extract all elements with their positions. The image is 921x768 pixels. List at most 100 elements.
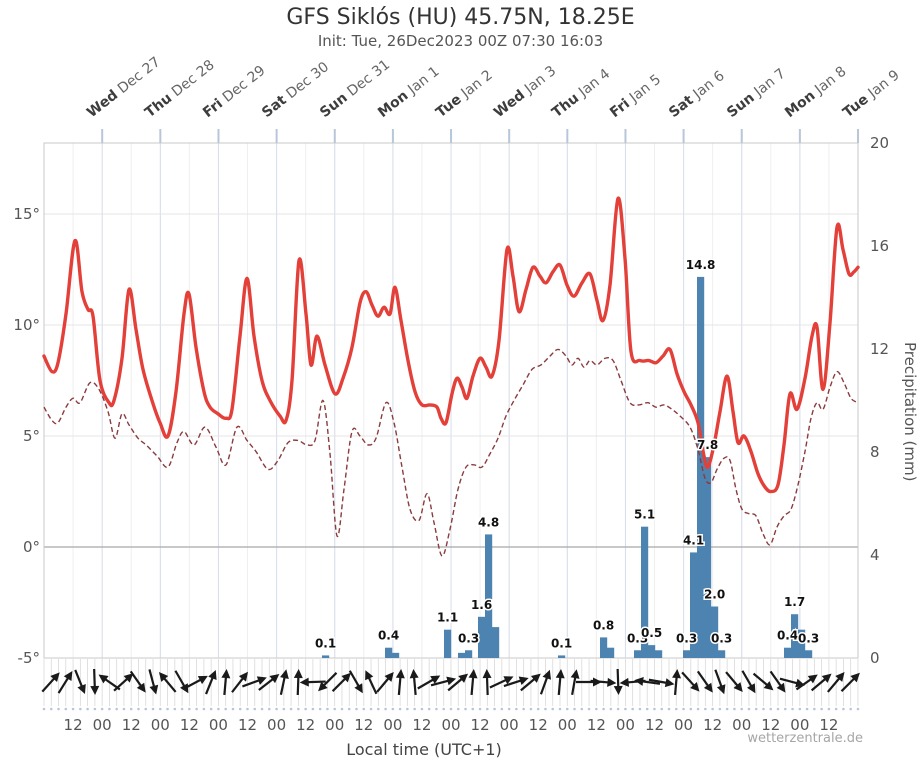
wind-arrow-head: [555, 669, 565, 679]
wind-arrow: [221, 669, 231, 696]
wind-arrow-head: [50, 672, 60, 683]
wind-arrow-head: [503, 676, 514, 685]
dot-row-dot: [842, 707, 845, 711]
wind-arrow-head: [149, 684, 159, 695]
precip-bar: [655, 650, 663, 658]
precip-tick-20: 20: [870, 134, 890, 152]
dot-row-dot: [769, 707, 773, 711]
dot-row-dot: [565, 707, 569, 711]
time-tick-7: 00: [267, 716, 287, 734]
precip-value-label: 4.1: [683, 533, 704, 547]
precip-value-label: 0.1: [315, 636, 336, 650]
dot-row-dot: [406, 707, 409, 711]
dot-row-dot: [602, 707, 605, 711]
precip-value-label: 0.3: [458, 631, 479, 645]
precip-value-label: 4.8: [478, 515, 499, 529]
dot-row-dot: [304, 707, 307, 711]
precip-value-label: 0.3: [711, 631, 732, 645]
dot-row-dot: [384, 707, 387, 711]
precip-value-label: 7.8: [697, 438, 718, 452]
wind-arrow: [648, 678, 675, 688]
wind-arrow-head: [570, 669, 580, 679]
dot-row-dot: [260, 707, 264, 711]
time-tick-6: 12: [237, 716, 258, 734]
wind-arrow-head: [208, 669, 217, 680]
time-tick-22: 12: [703, 716, 723, 734]
wind-arrow-head: [299, 677, 309, 687]
temp-tick-5: 5°: [22, 427, 40, 445]
dot-row-dot: [740, 707, 743, 711]
wind-arrow-head: [672, 669, 682, 679]
time-tick-23: 00: [732, 716, 752, 734]
temp-tick--5: -5°: [17, 649, 40, 667]
time-tick-1: 00: [92, 716, 112, 734]
dot-row-dot: [849, 707, 852, 711]
dot-row-dot: [718, 707, 722, 711]
dot-row-dot: [137, 707, 140, 711]
wind-arrow: [681, 671, 700, 692]
dot-row-dot: [158, 707, 162, 711]
wind-arrow-head: [180, 683, 189, 694]
time-tick-14: 12: [470, 716, 490, 734]
wind-arrow: [539, 669, 551, 695]
time-tick-15: 00: [499, 716, 519, 734]
precip-value-label: 5.1: [634, 508, 655, 522]
watermark: wetterzentrale.de: [747, 731, 863, 746]
wind-arrow-head: [716, 684, 726, 695]
wind-arrow: [840, 672, 860, 692]
wind-arrow-head: [776, 682, 786, 693]
wind-arrow: [293, 669, 303, 696]
dot-row-dot: [108, 707, 111, 711]
chart-subtitle: Init: Tue, 26Dec2023 00Z 07:30 16:03: [317, 32, 604, 50]
wind-arrow-head: [98, 674, 109, 684]
precip-bar: [607, 647, 615, 658]
dot-row-dot: [820, 707, 823, 711]
wind-arrow: [258, 673, 280, 691]
dot-row-dot: [856, 707, 860, 711]
dot-row-dot: [238, 707, 242, 711]
precip-value-label: 1.7: [784, 595, 805, 609]
precip-bar: [798, 629, 806, 658]
wind-arrow: [447, 673, 469, 692]
wind-arrow: [555, 669, 565, 696]
dot-row-dot: [340, 707, 344, 711]
time-tick-17: 00: [557, 716, 577, 734]
wind-arrow: [395, 669, 405, 696]
time-tick-24: 12: [761, 716, 781, 734]
dot-row-dot: [624, 707, 627, 711]
wind-arrow: [696, 670, 713, 693]
dot-row-dot: [638, 707, 642, 711]
temp-tick-15: 15°: [13, 205, 40, 223]
wind-arrow: [299, 677, 326, 687]
dot-row-dot: [71, 707, 75, 711]
dot-row-dot: [645, 707, 649, 711]
dot-row-dot: [297, 707, 300, 711]
dot-row-dot: [253, 707, 257, 711]
dot-row-dot: [544, 707, 547, 711]
time-tick-4: 12: [179, 716, 199, 734]
dot-row-dot: [725, 707, 729, 711]
dot-row-dot: [93, 707, 97, 711]
precip-value-label: 0.8: [593, 618, 614, 632]
precip-value-label: 0.4: [777, 629, 798, 643]
wind-arrow: [752, 672, 774, 691]
wind-arrow-head: [269, 673, 280, 684]
dot-row-dot: [377, 707, 380, 711]
dot-row-dot: [115, 707, 118, 711]
precip-value-label: 2.0: [704, 588, 725, 602]
wind-arrow: [795, 674, 818, 691]
precip-bar: [683, 650, 691, 658]
dot-row-dot: [326, 707, 329, 711]
time-tick-16: 12: [528, 716, 548, 734]
wind-arrow-head: [256, 676, 267, 685]
dot-row-dot: [616, 707, 620, 711]
precip-value-label: 0.1: [551, 636, 572, 650]
dot-row-dot: [355, 707, 358, 711]
wind-arrow-head: [835, 672, 845, 682]
wind-arrow-head: [664, 678, 675, 688]
dot-row-dot: [195, 707, 198, 711]
dot-row-dot: [86, 707, 89, 711]
wind-arrow-head: [821, 673, 832, 683]
temp-tick-10: 10°: [13, 316, 40, 334]
precip-tick-4: 4: [870, 546, 880, 564]
